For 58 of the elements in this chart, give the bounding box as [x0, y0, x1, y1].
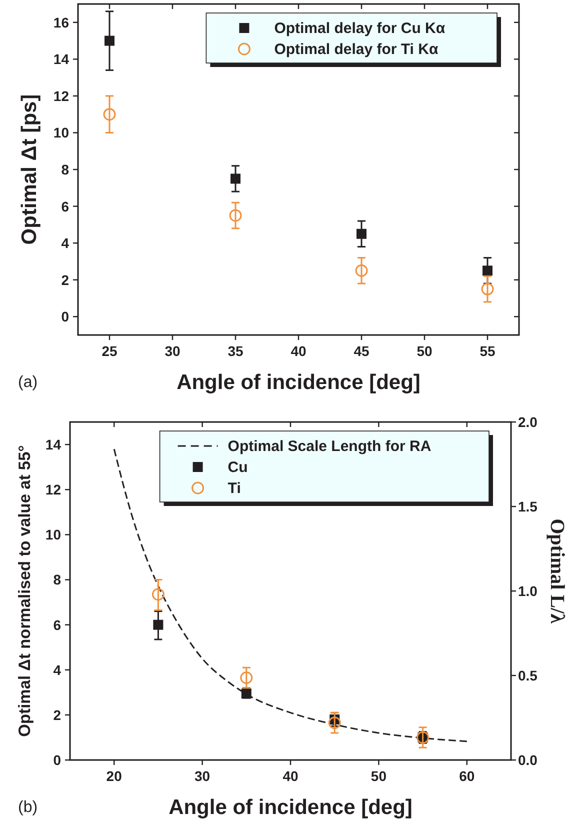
legend-label: Optimal Scale Length for RA [228, 438, 432, 455]
y-tick-label: 6 [61, 198, 70, 214]
x-tick-label: 25 [102, 343, 118, 359]
y-tick-label: 14 [45, 436, 62, 453]
text: (b) [18, 799, 38, 816]
point [481, 282, 494, 296]
y-axis-title: Optimal Δt normalised to value at 55° [16, 445, 34, 737]
y-tick-label: 8 [61, 162, 70, 178]
y2-tick-label: 0.5 [518, 668, 538, 684]
y-tick-label: 4 [53, 662, 62, 678]
y-tick-label: 10 [45, 526, 62, 543]
x-tick-label: 45 [354, 343, 370, 359]
y-axis-title: Optimal Δt [ps] [18, 94, 41, 245]
x-tick-label: 55 [480, 343, 496, 359]
x-tick-label: 60 [459, 768, 475, 784]
y-tick-label: 12 [45, 482, 62, 498]
x-axis-title: Angle of incidence [deg] [176, 371, 420, 394]
x-tick-label: 20 [106, 768, 122, 784]
x-tick-label: 50 [416, 343, 432, 359]
point [482, 266, 492, 276]
x-tick-label: 50 [370, 768, 387, 784]
y-tick-label: 2 [61, 272, 70, 288]
point [103, 108, 116, 121]
y-tick-label: 14 [53, 51, 70, 68]
y2-tick-label: 1.5 [518, 498, 538, 514]
point [104, 36, 114, 46]
point [229, 209, 242, 222]
y2-tick-label: 2.0 [518, 414, 538, 430]
y-tick-label: 4 [61, 235, 70, 252]
legend-label: Optimal delay for Cu Kα [274, 20, 446, 37]
legend-label: Optimal delay for Ti Kα [274, 41, 439, 58]
x-axis-title: Angle of incidence [deg] [168, 796, 412, 819]
x-tick-label: 40 [290, 343, 306, 359]
point [356, 228, 366, 239]
y-tick-label: 2 [53, 706, 62, 723]
y-tick-label: 6 [53, 616, 62, 633]
y2-tick-label: 1.0 [518, 583, 538, 599]
legend-label: Cu [228, 459, 248, 476]
x-tick-label: 40 [282, 768, 298, 784]
point [240, 672, 253, 684]
y-tick-label: 8 [53, 572, 62, 588]
point [328, 716, 341, 730]
y-tick-label: 0 [61, 308, 70, 325]
point [355, 264, 368, 277]
y-tick-label: 16 [53, 14, 70, 30]
y2-tick-label: 0.0 [518, 752, 538, 768]
text: (a) [18, 374, 38, 391]
point [230, 174, 240, 184]
legend-label: Ti [228, 480, 241, 497]
x-tick-label: 30 [164, 343, 180, 359]
y-tick-label: 0 [53, 752, 62, 768]
x-tick-label: 35 [228, 343, 244, 359]
y2-axis-title: Optimal L/λ [546, 518, 568, 624]
y-tick-label: 12 [53, 88, 70, 104]
x-tick-label: 30 [194, 768, 210, 784]
point [152, 588, 164, 601]
y-tick-label: 10 [53, 124, 70, 141]
point [153, 620, 164, 630]
